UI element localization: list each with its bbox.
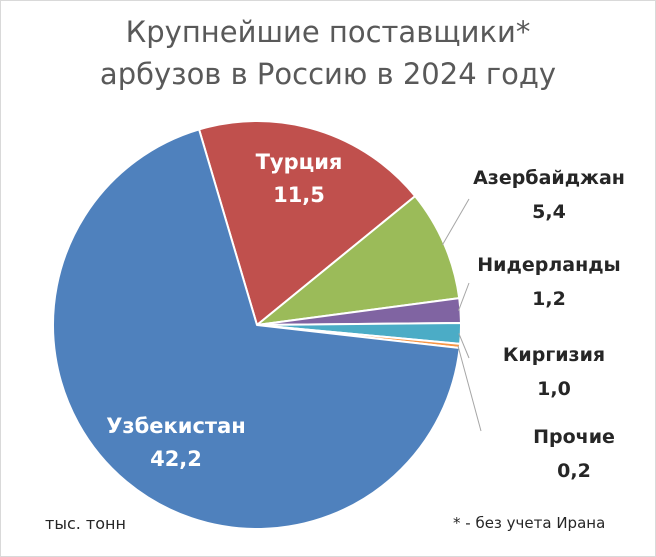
leader-line-азербайджан (441, 198, 470, 246)
pie-slices (51, 120, 462, 530)
footnote: * - без учета Ирана (453, 514, 606, 532)
slice-label-name-киргизия: Киргизия (503, 344, 605, 366)
leader-line-нидерланды (458, 282, 470, 311)
slice-label-name-прочие: Прочие (533, 426, 615, 448)
slice-labels: Турция 11,5 Азербайджан 5,4 Нидерланды 1,2 Кир… (106, 150, 625, 482)
chart-title-line-2: арбузов в Россию в 2024 году (99, 57, 557, 91)
slice-label-value-азербайджан: 5,4 (532, 201, 566, 223)
slice-label-name-нидерланды: Нидерланды (477, 254, 620, 276)
pie-slice-азербайджан (256, 195, 461, 326)
leader-line-прочие (457, 345, 482, 432)
slice-label-name-турция: Турция (256, 150, 343, 174)
leader-lines (441, 198, 482, 432)
chart-title: Крупнейшие поставщики* арбузов в Россию … (1, 11, 655, 95)
slice-label-name-узбекистан: Узбекистан (106, 414, 246, 438)
slice-label-value-нидерланды: 1,2 (532, 288, 566, 310)
pie-slice-узбекистан (51, 128, 461, 530)
unit-label: тыс. тонн (45, 514, 126, 533)
slice-label-value-прочие: 0,2 (557, 460, 591, 482)
chart-title-line-1: Крупнейшие поставщики* (125, 15, 531, 49)
slice-label-value-турция: 11,5 (273, 183, 325, 207)
leader-line-киргизия (458, 333, 470, 359)
slice-label-name-азербайджан: Азербайджан (473, 167, 625, 189)
slice-label-value-узбекистан: 42,2 (150, 447, 202, 471)
pie-slice-турция (198, 120, 417, 326)
slice-label-value-киргизия: 1,0 (537, 378, 571, 400)
